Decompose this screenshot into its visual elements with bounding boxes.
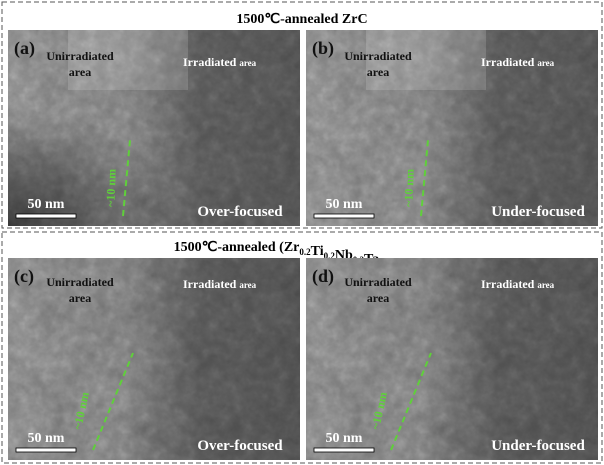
scale-bar	[16, 214, 76, 218]
focus-label: Over-focused	[197, 438, 283, 454]
panel-label: (b)	[312, 38, 334, 59]
irradiated-main: Irradiated	[183, 55, 237, 69]
irradiated-small: area	[239, 280, 256, 290]
panel-label: (c)	[14, 266, 34, 287]
scale-label: 50 nm	[326, 431, 363, 446]
section-title: 1500℃-annealed ZrC	[236, 12, 367, 27]
irradiated-small: area	[537, 58, 554, 68]
irradiated-small: area	[239, 58, 256, 68]
irradiated-main: Irradiated	[481, 277, 535, 291]
unirradiated-label: area	[367, 65, 389, 79]
scale-label: 50 nm	[28, 197, 65, 212]
element: Ti	[311, 244, 324, 259]
subscript: 0.2	[299, 247, 311, 257]
irradiated-small: area	[537, 280, 554, 290]
focus-label: Under-focused	[491, 204, 585, 220]
scale-bar	[314, 214, 374, 218]
unirradiated-label: area	[69, 291, 91, 305]
panel-label: (a)	[14, 38, 35, 59]
scale-bar	[314, 448, 374, 452]
unirradiated-label: Unirradiated	[344, 49, 412, 63]
scale-label: 50 nm	[326, 197, 363, 212]
panel-label: (d)	[312, 266, 334, 287]
element: Zr	[284, 240, 300, 255]
irradiated-main: Irradiated	[183, 277, 237, 291]
unirradiated-label: area	[367, 291, 389, 305]
thickness-label: ~10 nm	[401, 169, 416, 207]
title-text: 1500℃-annealed (	[174, 240, 285, 255]
scale-bar	[16, 448, 76, 452]
focus-label: Under-focused	[491, 438, 585, 454]
unirradiated-label: area	[69, 65, 91, 79]
scale-label: 50 nm	[28, 431, 65, 446]
thickness-label: ~10 nm	[103, 169, 118, 207]
unirradiated-label: Unirradiated	[344, 275, 412, 289]
unirradiated-label: Unirradiated	[46, 275, 114, 289]
unirradiated-label: Unirradiated	[46, 49, 114, 63]
figure: 1500℃-annealed ZrC ~10 nm (a) Unirradiated a…	[0, 0, 604, 465]
title-text: 1500℃-annealed ZrC	[236, 12, 367, 27]
focus-label: Over-focused	[197, 204, 283, 220]
irradiated-main: Irradiated	[481, 55, 535, 69]
